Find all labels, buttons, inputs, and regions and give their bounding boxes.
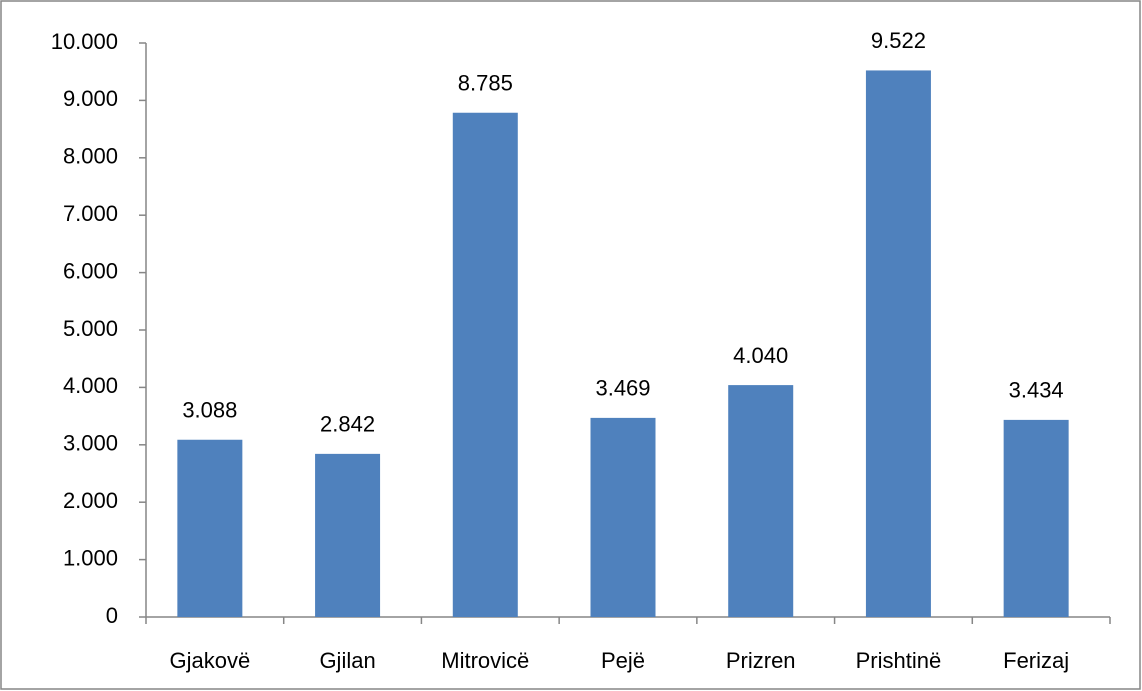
y-tick-label: 5.000 <box>63 316 118 341</box>
y-tick-label: 2.000 <box>63 488 118 513</box>
x-tick-label: Ferizaj <box>1003 648 1069 673</box>
bar <box>177 439 243 617</box>
y-tick-label: 6.000 <box>63 258 118 283</box>
x-tick-label: Gjakovë <box>169 648 250 673</box>
x-tick-label: Prizren <box>726 648 796 673</box>
y-tick-label: 10.000 <box>51 29 118 54</box>
data-label: 8.785 <box>458 71 513 96</box>
data-label: 4.040 <box>733 343 788 368</box>
y-tick-label: 8.000 <box>63 144 118 169</box>
data-label: 3.469 <box>595 376 650 401</box>
data-label: 3.088 <box>182 398 237 423</box>
data-label: 3.434 <box>1009 378 1064 403</box>
x-tick-label: Mitrovicë <box>441 648 529 673</box>
y-tick-label: 9.000 <box>63 86 118 111</box>
bar <box>728 385 794 617</box>
y-tick-label: 3.000 <box>63 431 118 456</box>
x-tick-label: Gjilan <box>319 648 375 673</box>
data-label: 2.842 <box>320 412 375 437</box>
bar <box>590 417 656 617</box>
y-tick-label: 7.000 <box>63 201 118 226</box>
x-tick-label: Pejë <box>601 648 645 673</box>
y-tick-label: 1.000 <box>63 545 118 570</box>
bar <box>452 112 518 617</box>
y-tick-label: 0 <box>106 603 118 628</box>
bar <box>1003 419 1069 617</box>
data-label: 9.522 <box>871 28 926 53</box>
bar <box>865 70 931 618</box>
x-tick-label: Prishtinë <box>856 648 942 673</box>
y-tick-label: 4.000 <box>63 373 118 398</box>
bar <box>315 453 381 617</box>
